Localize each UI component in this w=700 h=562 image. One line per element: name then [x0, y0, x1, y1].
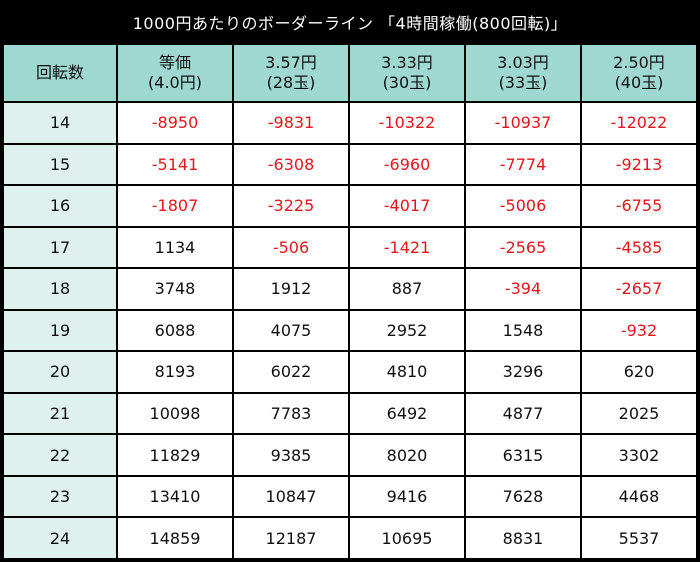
value-cell: 887: [348, 267, 466, 311]
rotation-count-cell: 18: [2, 267, 118, 311]
value-cell: 8193: [116, 350, 234, 394]
value-cell: 3296: [464, 350, 582, 394]
header-col-2-line1: 3.33円: [381, 53, 433, 72]
rotation-count-cell: 21: [2, 391, 118, 436]
header-col-1: 3.57円 (28玉): [232, 43, 350, 103]
value-cell: -1421: [348, 225, 466, 270]
rotation-count-cell: 16: [2, 184, 118, 228]
header-col-1-line2: (28玉): [266, 73, 316, 92]
header-col-0: 等価 (4.0円): [116, 43, 234, 103]
value-cell: 6492: [348, 391, 466, 436]
table-row: 18 3748 1912 887 -394 -2657: [2, 267, 698, 311]
header-col-4: 2.50円 (40玉): [580, 43, 698, 103]
value-cell: 1134: [116, 225, 234, 270]
value-cell: -9831: [232, 101, 350, 145]
value-cell: 10098: [116, 391, 234, 436]
value-cell: -6308: [232, 142, 350, 187]
header-col-4-line1: 2.50円: [613, 53, 665, 72]
table-body: 14 -8950 -9831 -10322 -10937 -12022 15 -5141 -63…: [2, 101, 698, 560]
value-cell: 8020: [348, 433, 466, 477]
header-col-3-line2: (33玉): [498, 73, 548, 92]
table-row: 15 -5141 -6308 -6960 -7774 -9213: [2, 142, 698, 187]
value-cell: -8950: [116, 101, 234, 145]
table-row: 24 14859 12187 10695 8831 5537: [2, 516, 698, 560]
value-cell: -2657: [580, 267, 698, 311]
value-cell: 7783: [232, 391, 350, 436]
table-row: 19 6088 4075 2952 1548 -932: [2, 308, 698, 353]
value-cell: 12187: [232, 516, 350, 560]
header-col-0-line1: 等価: [158, 53, 191, 72]
value-cell: 9416: [348, 474, 466, 519]
header-col-3: 3.03円 (33玉): [464, 43, 582, 103]
rotation-count-cell: 19: [2, 308, 118, 353]
table-row: 22 11829 9385 8020 6315 3302: [2, 433, 698, 477]
value-cell: 3748: [116, 267, 234, 311]
value-cell: 2952: [348, 308, 466, 353]
border-line-table: 回転数 等価 (4.0円) 3.57円 (28玉) 3.33円 (30玉) 3.…: [2, 43, 698, 560]
value-cell: 11829: [116, 433, 234, 477]
value-cell: -10937: [464, 101, 582, 145]
value-cell: -5006: [464, 184, 582, 228]
value-cell: 620: [580, 350, 698, 394]
value-cell: -6755: [580, 184, 698, 228]
value-cell: -6960: [348, 142, 466, 187]
value-cell: -9213: [580, 142, 698, 187]
table-row: 20 8193 6022 4810 3296 620: [2, 350, 698, 394]
value-cell: 13410: [116, 474, 234, 519]
header-col-0-line2: (4.0円): [148, 73, 202, 92]
value-cell: -394: [464, 267, 582, 311]
value-cell: -3225: [232, 184, 350, 228]
header-col-1-line1: 3.57円: [265, 53, 317, 72]
rotation-count-cell: 14: [2, 101, 118, 145]
value-cell: -7774: [464, 142, 582, 187]
value-cell: -4585: [580, 225, 698, 270]
value-cell: 7628: [464, 474, 582, 519]
value-cell: 2025: [580, 391, 698, 436]
value-cell: -932: [580, 308, 698, 353]
value-cell: -12022: [580, 101, 698, 145]
value-cell: 10695: [348, 516, 466, 560]
header-row: 回転数 等価 (4.0円) 3.57円 (28玉) 3.33円 (30玉) 3.…: [2, 43, 698, 103]
value-cell: 4075: [232, 308, 350, 353]
table-row: 14 -8950 -9831 -10322 -10937 -12022: [2, 101, 698, 145]
value-cell: -5141: [116, 142, 234, 187]
value-cell: 1548: [464, 308, 582, 353]
value-cell: 6315: [464, 433, 582, 477]
header-col-4-line2: (40玉): [614, 73, 664, 92]
rotation-count-cell: 20: [2, 350, 118, 394]
value-cell: -2565: [464, 225, 582, 270]
value-cell: 10847: [232, 474, 350, 519]
value-cell: 1912: [232, 267, 350, 311]
table-row: 16 -1807 -3225 -4017 -5006 -6755: [2, 184, 698, 228]
value-cell: 14859: [116, 516, 234, 560]
value-cell: -4017: [348, 184, 466, 228]
value-cell: 9385: [232, 433, 350, 477]
value-cell: -10322: [348, 101, 466, 145]
value-cell: 6022: [232, 350, 350, 394]
rotation-count-cell: 22: [2, 433, 118, 477]
header-rotation-count: 回転数: [2, 43, 118, 103]
value-cell: 4810: [348, 350, 466, 394]
value-cell: 8831: [464, 516, 582, 560]
rotation-count-cell: 15: [2, 142, 118, 187]
value-cell: -1807: [116, 184, 234, 228]
header-col-2-line2: (30玉): [382, 73, 432, 92]
value-cell: 6088: [116, 308, 234, 353]
value-cell: 4877: [464, 391, 582, 436]
value-cell: 5537: [580, 516, 698, 560]
value-cell: -506: [232, 225, 350, 270]
header-col-2: 3.33円 (30玉): [348, 43, 466, 103]
rotation-count-cell: 23: [2, 474, 118, 519]
table-row: 17 1134 -506 -1421 -2565 -4585: [2, 225, 698, 270]
rotation-count-cell: 17: [2, 225, 118, 270]
table-row: 21 10098 7783 6492 4877 2025: [2, 391, 698, 436]
header-col-3-line1: 3.03円: [497, 53, 549, 72]
rotation-count-cell: 24: [2, 516, 118, 560]
table-title: 1000円あたりのボーダーライン 「4時間稼働(800回転)」: [132, 13, 568, 33]
table-row: 23 13410 10847 9416 7628 4468: [2, 474, 698, 519]
value-cell: 3302: [580, 433, 698, 477]
value-cell: 4468: [580, 474, 698, 519]
